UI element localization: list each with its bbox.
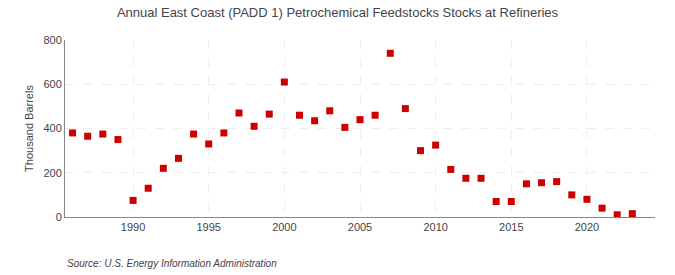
svg-text:2010: 2010: [423, 221, 447, 233]
svg-text:200: 200: [43, 167, 61, 179]
svg-text:1995: 1995: [196, 221, 220, 233]
svg-text:0: 0: [56, 211, 62, 223]
svg-text:2000: 2000: [272, 221, 296, 233]
svg-text:2015: 2015: [499, 221, 523, 233]
svg-text:600: 600: [43, 78, 61, 90]
svg-text:Source: U.S. Energy Informatio: Source: U.S. Energy Information Administ…: [67, 258, 277, 269]
svg-text:800: 800: [43, 34, 61, 46]
svg-text:Annual East Coast (PADD 1) Pet: Annual East Coast (PADD 1) Petrochemical…: [117, 5, 559, 20]
svg-text:1990: 1990: [121, 221, 145, 233]
svg-text:Thousand Barrels: Thousand Barrels: [23, 85, 35, 172]
svg-text:2005: 2005: [348, 221, 372, 233]
svg-text:400: 400: [43, 122, 61, 134]
svg-text:2020: 2020: [575, 221, 599, 233]
